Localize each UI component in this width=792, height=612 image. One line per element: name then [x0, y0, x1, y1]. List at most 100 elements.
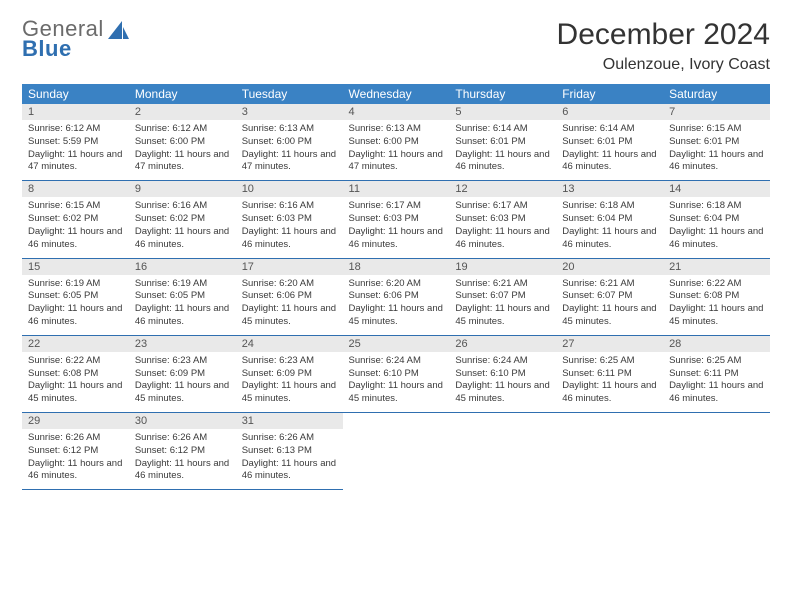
- day-body: [343, 417, 450, 475]
- day-number: 12: [449, 181, 556, 197]
- day-body: Sunrise: 6:20 AMSunset: 6:06 PMDaylight:…: [343, 275, 450, 335]
- day-body: Sunrise: 6:13 AMSunset: 6:00 PMDaylight:…: [236, 120, 343, 180]
- day-body: Sunrise: 6:16 AMSunset: 6:02 PMDaylight:…: [129, 197, 236, 257]
- day-number: 16: [129, 259, 236, 275]
- calendar-cell: 20Sunrise: 6:21 AMSunset: 6:07 PMDayligh…: [556, 258, 663, 335]
- calendar-cell: 30Sunrise: 6:26 AMSunset: 6:12 PMDayligh…: [129, 413, 236, 490]
- day-body: [556, 417, 663, 475]
- day-body: Sunrise: 6:26 AMSunset: 6:12 PMDaylight:…: [129, 429, 236, 489]
- calendar-cell: [663, 413, 770, 490]
- day-number: 30: [129, 413, 236, 429]
- header: General Blue December 2024 Oulenzoue, Iv…: [22, 18, 770, 74]
- calendar-row: 15Sunrise: 6:19 AMSunset: 6:05 PMDayligh…: [22, 258, 770, 335]
- day-body: Sunrise: 6:17 AMSunset: 6:03 PMDaylight:…: [343, 197, 450, 257]
- calendar-cell: 16Sunrise: 6:19 AMSunset: 6:05 PMDayligh…: [129, 258, 236, 335]
- calendar-cell: 3Sunrise: 6:13 AMSunset: 6:00 PMDaylight…: [236, 104, 343, 181]
- day-body: Sunrise: 6:25 AMSunset: 6:11 PMDaylight:…: [663, 352, 770, 412]
- calendar-cell: 7Sunrise: 6:15 AMSunset: 6:01 PMDaylight…: [663, 104, 770, 181]
- weekday-header: Friday: [556, 84, 663, 104]
- day-number: 24: [236, 336, 343, 352]
- weekday-header: Monday: [129, 84, 236, 104]
- calendar-cell: [343, 413, 450, 490]
- day-body: Sunrise: 6:18 AMSunset: 6:04 PMDaylight:…: [556, 197, 663, 257]
- day-body: Sunrise: 6:18 AMSunset: 6:04 PMDaylight:…: [663, 197, 770, 257]
- day-body: [449, 417, 556, 475]
- calendar-cell: 31Sunrise: 6:26 AMSunset: 6:13 PMDayligh…: [236, 413, 343, 490]
- calendar-cell: 18Sunrise: 6:20 AMSunset: 6:06 PMDayligh…: [343, 258, 450, 335]
- day-body: Sunrise: 6:21 AMSunset: 6:07 PMDaylight:…: [556, 275, 663, 335]
- day-body: Sunrise: 6:22 AMSunset: 6:08 PMDaylight:…: [663, 275, 770, 335]
- day-body: Sunrise: 6:14 AMSunset: 6:01 PMDaylight:…: [556, 120, 663, 180]
- day-number: 20: [556, 259, 663, 275]
- day-body: Sunrise: 6:26 AMSunset: 6:13 PMDaylight:…: [236, 429, 343, 489]
- day-body: Sunrise: 6:20 AMSunset: 6:06 PMDaylight:…: [236, 275, 343, 335]
- day-number: 3: [236, 104, 343, 120]
- day-body: Sunrise: 6:24 AMSunset: 6:10 PMDaylight:…: [449, 352, 556, 412]
- calendar-cell: [449, 413, 556, 490]
- day-body: Sunrise: 6:19 AMSunset: 6:05 PMDaylight:…: [129, 275, 236, 335]
- calendar-cell: 4Sunrise: 6:13 AMSunset: 6:00 PMDaylight…: [343, 104, 450, 181]
- day-number: 29: [22, 413, 129, 429]
- day-number: 26: [449, 336, 556, 352]
- calendar-row: 8Sunrise: 6:15 AMSunset: 6:02 PMDaylight…: [22, 181, 770, 258]
- day-body: Sunrise: 6:23 AMSunset: 6:09 PMDaylight:…: [236, 352, 343, 412]
- logo-line2: Blue: [22, 38, 104, 60]
- calendar-cell: 11Sunrise: 6:17 AMSunset: 6:03 PMDayligh…: [343, 181, 450, 258]
- weekday-header: Tuesday: [236, 84, 343, 104]
- day-body: Sunrise: 6:24 AMSunset: 6:10 PMDaylight:…: [343, 352, 450, 412]
- day-number: 5: [449, 104, 556, 120]
- day-number: 1: [22, 104, 129, 120]
- day-body: Sunrise: 6:12 AMSunset: 5:59 PMDaylight:…: [22, 120, 129, 180]
- calendar-cell: 1Sunrise: 6:12 AMSunset: 5:59 PMDaylight…: [22, 104, 129, 181]
- calendar-cell: [556, 413, 663, 490]
- calendar-cell: 22Sunrise: 6:22 AMSunset: 6:08 PMDayligh…: [22, 335, 129, 412]
- day-number: 11: [343, 181, 450, 197]
- location: Oulenzoue, Ivory Coast: [557, 56, 770, 74]
- calendar-row: 1Sunrise: 6:12 AMSunset: 5:59 PMDaylight…: [22, 104, 770, 181]
- calendar-cell: 21Sunrise: 6:22 AMSunset: 6:08 PMDayligh…: [663, 258, 770, 335]
- day-number: 2: [129, 104, 236, 120]
- calendar-row: 29Sunrise: 6:26 AMSunset: 6:12 PMDayligh…: [22, 413, 770, 490]
- day-number: 14: [663, 181, 770, 197]
- day-number: 31: [236, 413, 343, 429]
- day-body: Sunrise: 6:17 AMSunset: 6:03 PMDaylight:…: [449, 197, 556, 257]
- day-number: 10: [236, 181, 343, 197]
- day-body: Sunrise: 6:22 AMSunset: 6:08 PMDaylight:…: [22, 352, 129, 412]
- day-number: 13: [556, 181, 663, 197]
- calendar-cell: 2Sunrise: 6:12 AMSunset: 6:00 PMDaylight…: [129, 104, 236, 181]
- day-body: Sunrise: 6:15 AMSunset: 6:01 PMDaylight:…: [663, 120, 770, 180]
- title-block: December 2024 Oulenzoue, Ivory Coast: [557, 18, 770, 74]
- day-body: Sunrise: 6:19 AMSunset: 6:05 PMDaylight:…: [22, 275, 129, 335]
- calendar-cell: 27Sunrise: 6:25 AMSunset: 6:11 PMDayligh…: [556, 335, 663, 412]
- day-body: Sunrise: 6:15 AMSunset: 6:02 PMDaylight:…: [22, 197, 129, 257]
- calendar-cell: 25Sunrise: 6:24 AMSunset: 6:10 PMDayligh…: [343, 335, 450, 412]
- calendar-cell: 24Sunrise: 6:23 AMSunset: 6:09 PMDayligh…: [236, 335, 343, 412]
- weekday-header-row: SundayMondayTuesdayWednesdayThursdayFrid…: [22, 84, 770, 104]
- calendar-cell: 14Sunrise: 6:18 AMSunset: 6:04 PMDayligh…: [663, 181, 770, 258]
- weekday-header: Wednesday: [343, 84, 450, 104]
- day-number: 25: [343, 336, 450, 352]
- weekday-header: Saturday: [663, 84, 770, 104]
- day-body: Sunrise: 6:16 AMSunset: 6:03 PMDaylight:…: [236, 197, 343, 257]
- day-body: Sunrise: 6:21 AMSunset: 6:07 PMDaylight:…: [449, 275, 556, 335]
- day-number: 28: [663, 336, 770, 352]
- day-number: 18: [343, 259, 450, 275]
- weekday-header: Thursday: [449, 84, 556, 104]
- calendar-cell: 8Sunrise: 6:15 AMSunset: 6:02 PMDaylight…: [22, 181, 129, 258]
- day-body: Sunrise: 6:26 AMSunset: 6:12 PMDaylight:…: [22, 429, 129, 489]
- calendar-row: 22Sunrise: 6:22 AMSunset: 6:08 PMDayligh…: [22, 335, 770, 412]
- logo-sail-icon: [108, 21, 130, 41]
- day-number: 15: [22, 259, 129, 275]
- day-number: 27: [556, 336, 663, 352]
- calendar-table: SundayMondayTuesdayWednesdayThursdayFrid…: [22, 84, 770, 490]
- calendar-cell: 26Sunrise: 6:24 AMSunset: 6:10 PMDayligh…: [449, 335, 556, 412]
- day-number: 21: [663, 259, 770, 275]
- calendar-cell: 28Sunrise: 6:25 AMSunset: 6:11 PMDayligh…: [663, 335, 770, 412]
- calendar-cell: 13Sunrise: 6:18 AMSunset: 6:04 PMDayligh…: [556, 181, 663, 258]
- logo-text: General Blue: [22, 18, 104, 60]
- calendar-cell: 10Sunrise: 6:16 AMSunset: 6:03 PMDayligh…: [236, 181, 343, 258]
- day-body: Sunrise: 6:12 AMSunset: 6:00 PMDaylight:…: [129, 120, 236, 180]
- day-body: Sunrise: 6:23 AMSunset: 6:09 PMDaylight:…: [129, 352, 236, 412]
- day-body: [663, 417, 770, 475]
- calendar-cell: 9Sunrise: 6:16 AMSunset: 6:02 PMDaylight…: [129, 181, 236, 258]
